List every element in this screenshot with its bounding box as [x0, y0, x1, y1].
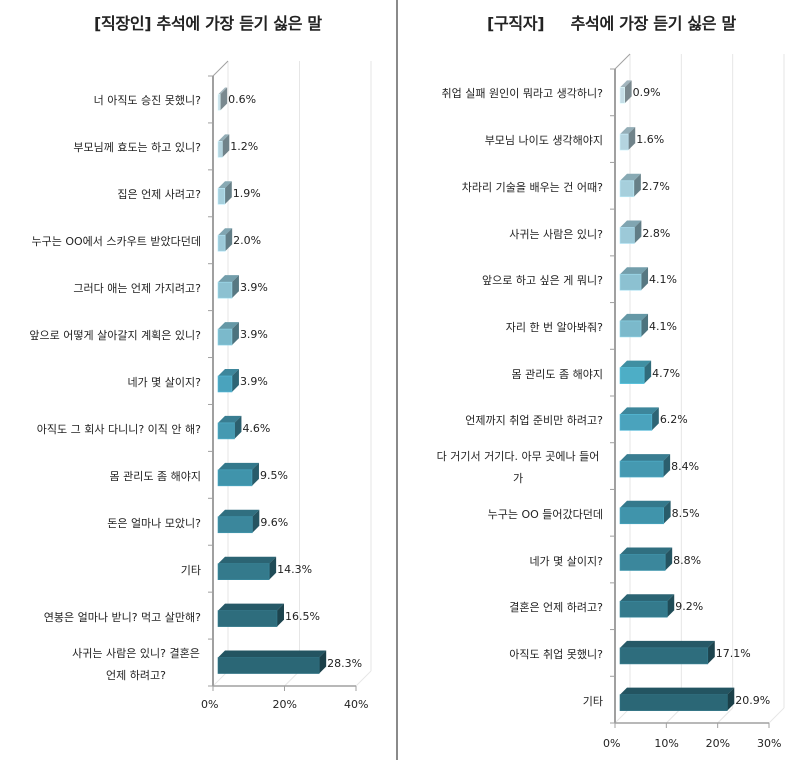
x-tick-label: 0% — [603, 737, 621, 750]
left-chart-plot — [208, 60, 372, 691]
value-label: 1.6% — [636, 133, 665, 147]
value-label: 28.3% — [327, 656, 363, 670]
bar — [619, 127, 636, 151]
category-label: 앞으로 어떻게 살아갈지 계획은 있니? — [29, 329, 201, 343]
category-label: 사귀는 사람은 있니? — [509, 227, 603, 241]
bar — [619, 547, 673, 571]
value-label: 2.7% — [641, 179, 670, 193]
value-label: 6.2% — [659, 413, 688, 427]
category-label: 집은 언제 사려고? — [117, 188, 201, 202]
category-label: 기타 — [582, 694, 603, 708]
bar — [619, 500, 671, 525]
category-label: 누구는 OO 들어갔다던데 — [487, 507, 603, 521]
bar — [217, 181, 232, 205]
x-tick-label: 0% — [201, 698, 219, 711]
left-chart-title: [직장인] 추석에 가장 듣기 싫은 말 — [94, 14, 322, 33]
category-label: 언제까지 취업 준비만 하려고? — [465, 414, 603, 428]
bar — [217, 87, 228, 111]
right-chart-plot — [610, 53, 785, 728]
bar — [217, 556, 277, 580]
value-label: 9.2% — [675, 600, 704, 614]
value-label: 9.5% — [259, 468, 288, 482]
value-label: 8.5% — [671, 506, 700, 520]
value-label: 8.8% — [673, 553, 702, 567]
category-label: 차라리 기술을 배우는 건 어때? — [461, 180, 603, 194]
left-chart-panel: [직장인] 추석에 가장 듣기 싫은 말 너 아직도 승진 못했니? 부모님께 효… — [29, 14, 372, 711]
bar — [217, 369, 239, 393]
bar — [217, 650, 327, 674]
bar — [619, 360, 652, 384]
x-tick-label: 30% — [757, 737, 782, 750]
value-label: 3.9% — [239, 281, 268, 295]
value-label: 3.9% — [239, 375, 268, 388]
category-label: 연봉은 얼마나 받니? 먹고 살만해? — [43, 610, 201, 624]
bar — [619, 640, 715, 665]
value-label: 0.9% — [632, 86, 661, 100]
bar — [217, 134, 230, 158]
category-label: 부모님 나이도 생각해야지 — [484, 134, 603, 148]
bar — [619, 454, 671, 478]
category-label: 아직도 그 회사 다니니? 이직 안 해? — [36, 422, 201, 436]
category-label: 취업 실패 원인이 뭐라고 생각하니? — [441, 87, 603, 101]
category-label: 사귀는 사람은 있니? 결혼은 언제 하려고? — [72, 646, 200, 682]
value-label: 16.5% — [284, 609, 320, 623]
bar — [217, 462, 259, 487]
category-label: 아직도 취업 못했니? — [509, 647, 603, 661]
category-label: 자리 한 번 알아봐줘? — [505, 320, 603, 334]
bar — [217, 228, 233, 252]
right-chart-panel: [구직자] 추석에 가장 듣기 싫은 말 취업 실패 원인이 뭐라고 생각하니?… — [399, 0, 787, 760]
value-label: 4.1% — [649, 273, 677, 287]
bar — [619, 267, 649, 291]
bar — [217, 509, 260, 534]
category-label: 너 아직도 승진 못했니? — [93, 94, 201, 108]
bar — [619, 80, 632, 104]
category-label: 그러다 애는 언제 가지려고? — [73, 282, 201, 296]
value-label: 1.2% — [230, 140, 259, 154]
value-label: 3.9% — [239, 328, 268, 342]
x-tick-label: 20% — [272, 698, 297, 711]
bar — [619, 313, 649, 338]
bar — [619, 594, 675, 618]
bar — [217, 415, 242, 440]
category-label: 기타 — [180, 563, 201, 577]
x-tick-label: 10% — [654, 737, 679, 750]
value-label: 9.6% — [260, 515, 289, 529]
value-label: 4.6% — [242, 421, 271, 435]
category-label: 네가 몇 살이지? — [529, 554, 603, 568]
category-label: 결혼은 언제 하려고? — [509, 601, 603, 615]
panel-divider — [396, 0, 398, 760]
bar — [619, 173, 641, 198]
value-label: 2.8% — [642, 226, 671, 240]
category-label: 부모님께 효도는 하고 있니? — [73, 141, 201, 155]
bar — [619, 407, 659, 431]
bar — [217, 275, 239, 299]
value-label: 1.9% — [232, 187, 261, 201]
bar — [619, 687, 735, 711]
value-label: 0.6% — [228, 93, 257, 107]
category-label: 네가 몇 살이지? — [127, 376, 201, 389]
category-label: 몸 관리도 좀 해야지 — [109, 469, 201, 483]
category-label: 다 거기서 거기다. 아무 곳에나 들어가 — [436, 450, 600, 486]
value-label: 17.1% — [715, 646, 751, 660]
value-label: 20.9% — [735, 693, 771, 707]
bar — [217, 322, 239, 346]
value-label: 4.7% — [652, 366, 681, 380]
category-label: 몸 관리도 좀 해야지 — [511, 367, 603, 381]
category-label: 돈은 얼마나 모았니? — [107, 516, 201, 530]
value-label: 8.4% — [671, 460, 700, 474]
bar — [619, 220, 642, 244]
value-label: 4.1% — [649, 319, 677, 333]
value-label: 2.0% — [233, 234, 262, 248]
right-chart-title: [구직자] 추석에 가장 듣기 싫은 말 — [487, 14, 736, 33]
value-label: 14.3% — [277, 562, 313, 576]
category-label: 앞으로 하고 싶은 게 뭐니? — [481, 274, 603, 288]
category-label: 누구는 OO에서 스카우트 받았다던데 — [31, 235, 202, 249]
bar — [217, 603, 284, 627]
x-tick-label: 20% — [705, 737, 731, 750]
x-tick-label: 40% — [344, 698, 369, 711]
